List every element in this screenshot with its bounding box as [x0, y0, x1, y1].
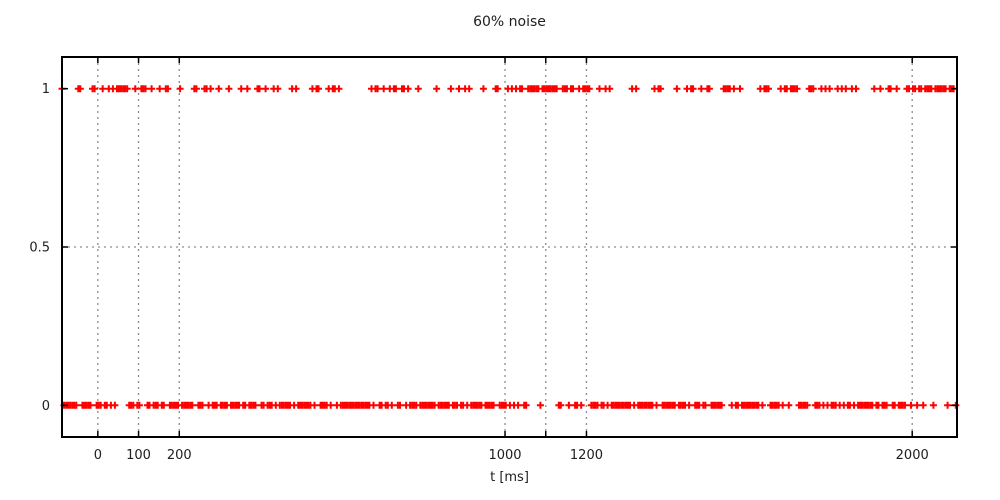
y-tick-label: 1 — [42, 82, 50, 97]
x-tick-label: 2000 — [896, 448, 929, 463]
chart-title: 60% noise — [473, 14, 546, 30]
x-axis-label: t [ms] — [490, 470, 529, 485]
x-tick-label: 200 — [167, 448, 192, 463]
x-tick-label: 1200 — [570, 448, 603, 463]
x-tick-label: 1000 — [488, 448, 521, 463]
x-tick-label: 100 — [126, 448, 151, 463]
x-tick-label: 0 — [94, 448, 102, 463]
plot-border — [61, 56, 958, 438]
y-tick-label: 0.5 — [29, 241, 50, 256]
y-tick-label: 0 — [42, 399, 50, 414]
